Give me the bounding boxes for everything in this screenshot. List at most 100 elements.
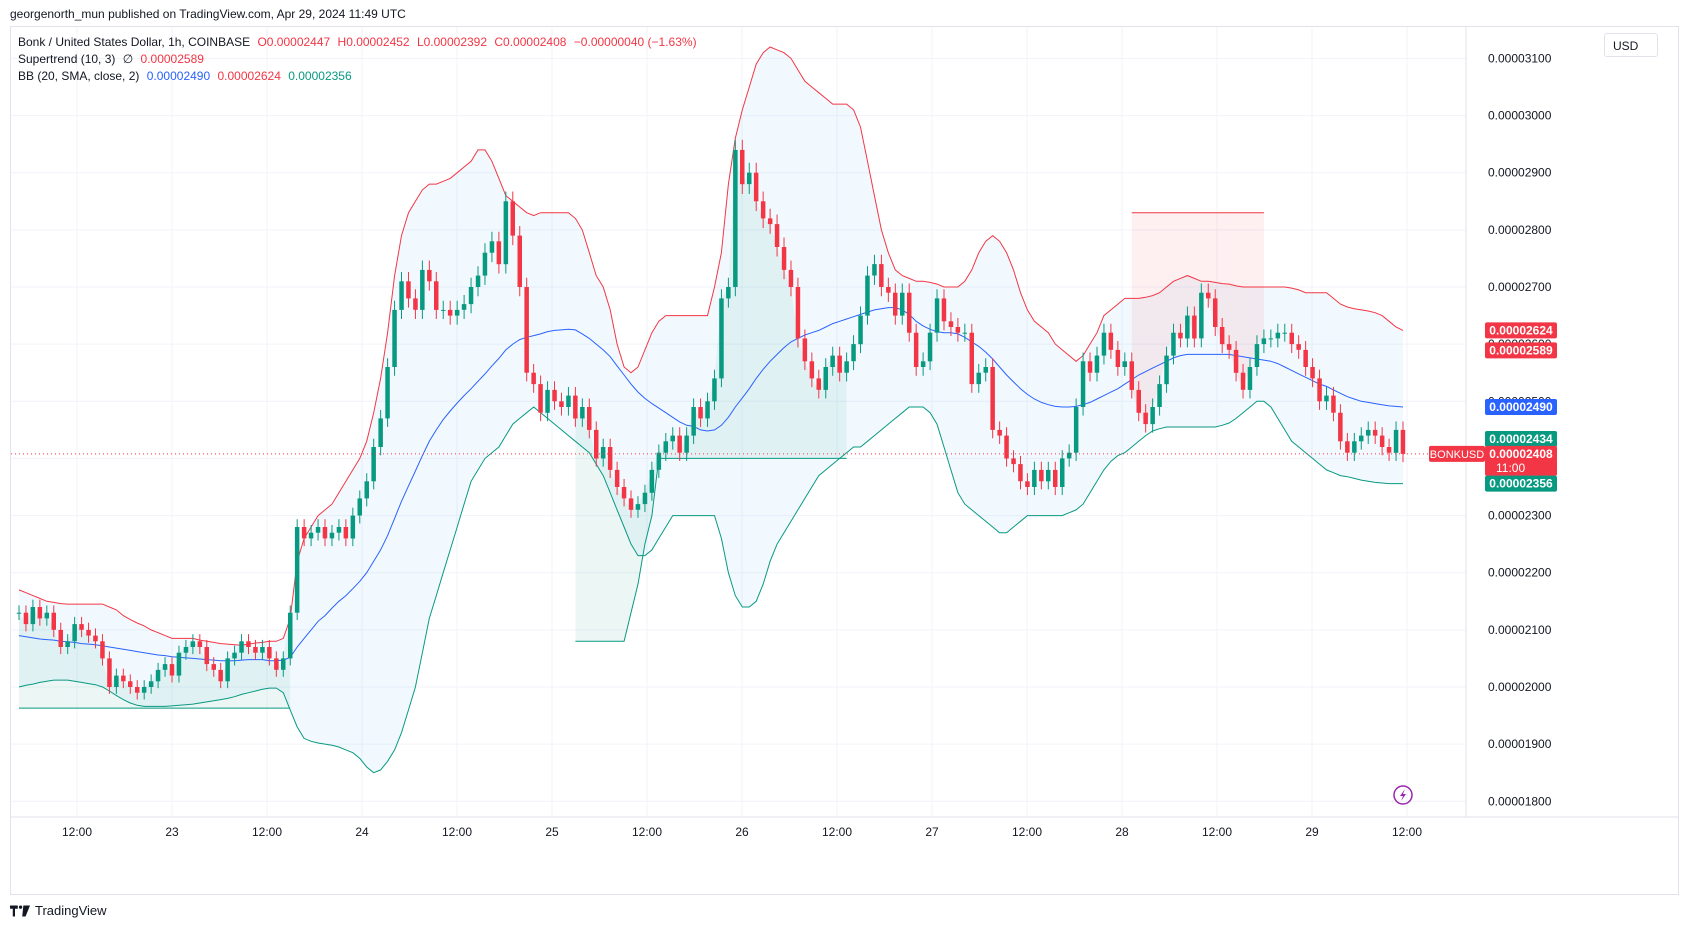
candle [649, 461, 655, 501]
candle-body [642, 492, 648, 505]
candle-body [1219, 327, 1225, 345]
candle [1296, 335, 1301, 359]
candle [920, 352, 926, 376]
legend-bb-row[interactable]: BB (20, SMA, close, 2) 0.00002490 0.0000… [18, 68, 701, 85]
candle [93, 628, 98, 649]
candle [726, 277, 731, 308]
candle [357, 490, 362, 524]
candle-body [1164, 355, 1169, 385]
candle [399, 271, 404, 319]
price-label-text: 0.00002434 [1489, 432, 1553, 446]
candle [607, 438, 613, 479]
candle [1275, 323, 1281, 348]
candle-body [712, 378, 717, 402]
candle [976, 363, 981, 393]
candle [162, 657, 168, 677]
legend-change: −0.00000040 (−1.63%) [573, 35, 697, 49]
candle-body [1393, 429, 1399, 453]
candle-body [350, 515, 356, 539]
candle [795, 277, 801, 348]
candle [350, 507, 356, 547]
candle-body [1094, 355, 1100, 373]
price-tick-label: 0.00001900 [1488, 737, 1552, 751]
bb-basis-line [18, 307, 1404, 662]
candle-body [1108, 332, 1114, 350]
legend-supertrend-label: Supertrend (10, 3) [18, 52, 116, 66]
candle [503, 191, 509, 274]
chart-canvas[interactable]: 0.00001800 0.00001900 0.00002000 0.00002100… [11, 27, 1678, 894]
candle-body [496, 241, 502, 265]
chart-frame[interactable]: 0.00001800 0.00001900 0.00002000 0.00002100… [10, 26, 1679, 895]
candle [767, 208, 773, 234]
candle-body [580, 407, 585, 419]
candle [510, 191, 515, 246]
candle [900, 283, 905, 325]
candle [677, 427, 682, 461]
legend-symbol[interactable]: Bonk / United States Dollar, 1h, COINBAS… [18, 35, 251, 49]
candle-body [552, 389, 557, 402]
candle-body [162, 664, 168, 670]
candle-body [232, 652, 237, 659]
candle-body [274, 658, 279, 670]
candle-body [1185, 315, 1190, 339]
footer-brand: TradingView [10, 903, 107, 918]
candle-body [1004, 435, 1009, 459]
candle [955, 317, 961, 342]
legend-symbol-row: Bonk / United States Dollar, 1h, COINBAS… [18, 34, 701, 51]
candle [1352, 432, 1357, 461]
candle [865, 266, 870, 325]
candle [16, 605, 22, 621]
candle [1372, 421, 1378, 444]
candle-body [524, 287, 529, 373]
candle [121, 668, 126, 689]
candle [872, 254, 877, 285]
price-label-text: 0.00002408 [1489, 447, 1553, 461]
candle-body [413, 298, 418, 310]
candle-body [879, 264, 884, 287]
candle-body [614, 469, 620, 487]
candle-body [767, 218, 773, 225]
candle [1268, 329, 1274, 348]
candle [858, 306, 863, 354]
candle-body [427, 269, 432, 282]
candle-body [566, 395, 571, 407]
time-tick-label: 24 [355, 825, 369, 839]
candle [496, 231, 502, 274]
candle [30, 599, 36, 632]
candle [392, 300, 397, 376]
time-tick-label: 27 [925, 825, 939, 839]
candle [1310, 358, 1315, 388]
candle-body [1129, 361, 1134, 390]
candle-body [65, 641, 70, 647]
candle [969, 323, 974, 393]
candle-body [315, 527, 321, 533]
candle-body [1289, 332, 1294, 345]
candle-body [114, 675, 119, 687]
candle-body [809, 361, 815, 379]
candle [538, 375, 543, 422]
candle-body [148, 681, 154, 687]
candle [274, 651, 279, 677]
candle [343, 519, 349, 547]
candle [461, 294, 467, 319]
candle-body [253, 647, 258, 653]
candle [517, 226, 522, 297]
candle-body [288, 612, 293, 659]
candle [246, 634, 251, 655]
legend-bb-upper: 0.00002624 [217, 69, 281, 83]
currency-button[interactable]: USD [1604, 33, 1658, 57]
candle [148, 674, 154, 694]
candle-body [1331, 395, 1336, 413]
candle [747, 162, 752, 195]
candle-body [983, 367, 988, 373]
candle [260, 639, 265, 660]
candle [830, 346, 835, 376]
candle [454, 300, 460, 325]
candle [559, 392, 564, 416]
candle-body [1206, 292, 1211, 299]
candle [378, 409, 383, 456]
candle-body [1018, 464, 1023, 482]
time-tick-label: 26 [735, 825, 749, 839]
symbol-tag: BONKUSD [1429, 445, 1485, 462]
legend-supertrend-row[interactable]: Supertrend (10, 3) ∅ 0.00002589 [18, 51, 701, 68]
